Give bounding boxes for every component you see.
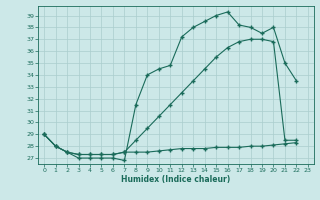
X-axis label: Humidex (Indice chaleur): Humidex (Indice chaleur) — [121, 175, 231, 184]
